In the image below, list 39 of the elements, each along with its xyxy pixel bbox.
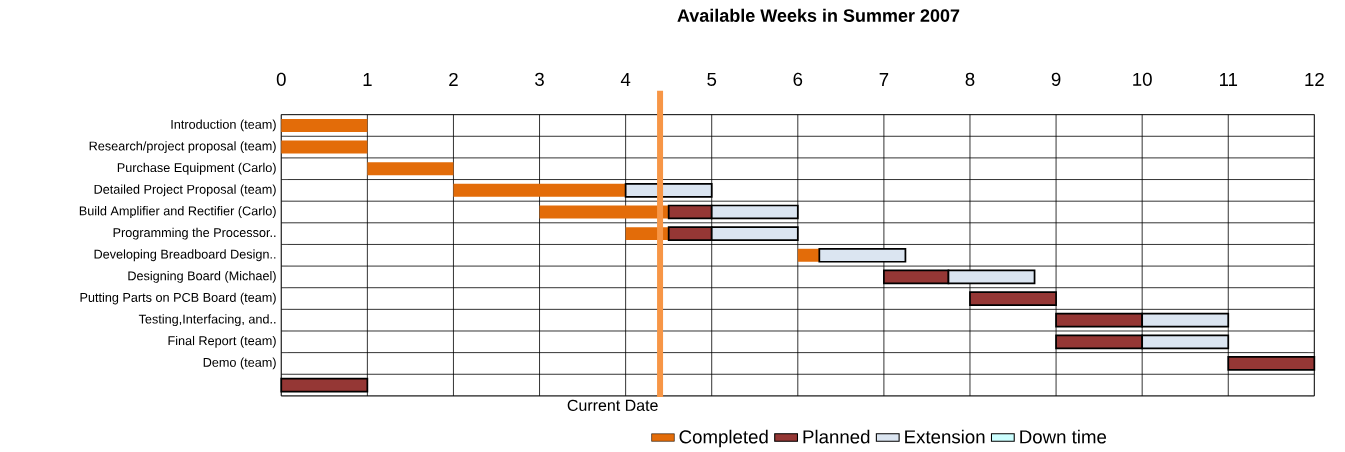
bar (797, 248, 820, 262)
y-tick-label: Programming the Processor.. (113, 227, 276, 240)
bar (281, 140, 368, 154)
legend-label: Planned (803, 429, 870, 444)
bar (624, 183, 713, 198)
bar (367, 162, 454, 176)
x-tick-label: 0 (276, 72, 286, 86)
bar (281, 119, 368, 132)
y-tick-label: Detailed Project Proposal (team) (94, 184, 276, 197)
x-tick-label: 8 (965, 72, 975, 86)
x-tick-label: 12 (1305, 72, 1324, 86)
bar (818, 247, 907, 263)
x-tick-label: 10 (1133, 72, 1152, 86)
y-tick-label: Designing Board (Michael) (128, 271, 276, 283)
y-tick-label: Introduction (team) (171, 119, 276, 132)
x-tick-label: 2 (449, 72, 458, 86)
x-tick-label: 4 (620, 73, 631, 86)
y-tick-label: Research/project proposal (team) (89, 141, 276, 154)
y-tick-label: Testing,Interfacing, and.. (138, 314, 276, 327)
x-tick-label: 5 (707, 72, 717, 86)
x-tick-label: 1 (363, 73, 372, 86)
x-tick-label: 11 (1219, 73, 1238, 86)
legend-label: Completed (679, 429, 768, 448)
y-tick-label: Purchase Equipment (Carlo) (117, 162, 276, 175)
y-tick-label: Final Report (team) (168, 335, 276, 348)
x-tick-label: 3 (535, 72, 544, 86)
bar (453, 183, 626, 197)
bar (969, 291, 1057, 306)
y-tick-label: Build Amplifier and Rectifier (Carlo) (79, 206, 276, 218)
y-tick-label: Demo (team) (203, 357, 276, 370)
legend-label: Extension (905, 429, 985, 444)
y-tick-label: Putting Parts on PCB Board (team) (80, 292, 276, 305)
ref-line-label: Current Date (567, 399, 658, 412)
x-tick-label: 7 (879, 73, 889, 86)
legend-label: Down time (1020, 429, 1107, 444)
x-tick-label: 6 (793, 72, 803, 86)
x-tick-label: 9 (1051, 72, 1061, 86)
chart-title: Available Weeks in Summer 2007 (677, 8, 960, 22)
y-tick-label: Developing Breadboard Design.. (94, 249, 276, 262)
